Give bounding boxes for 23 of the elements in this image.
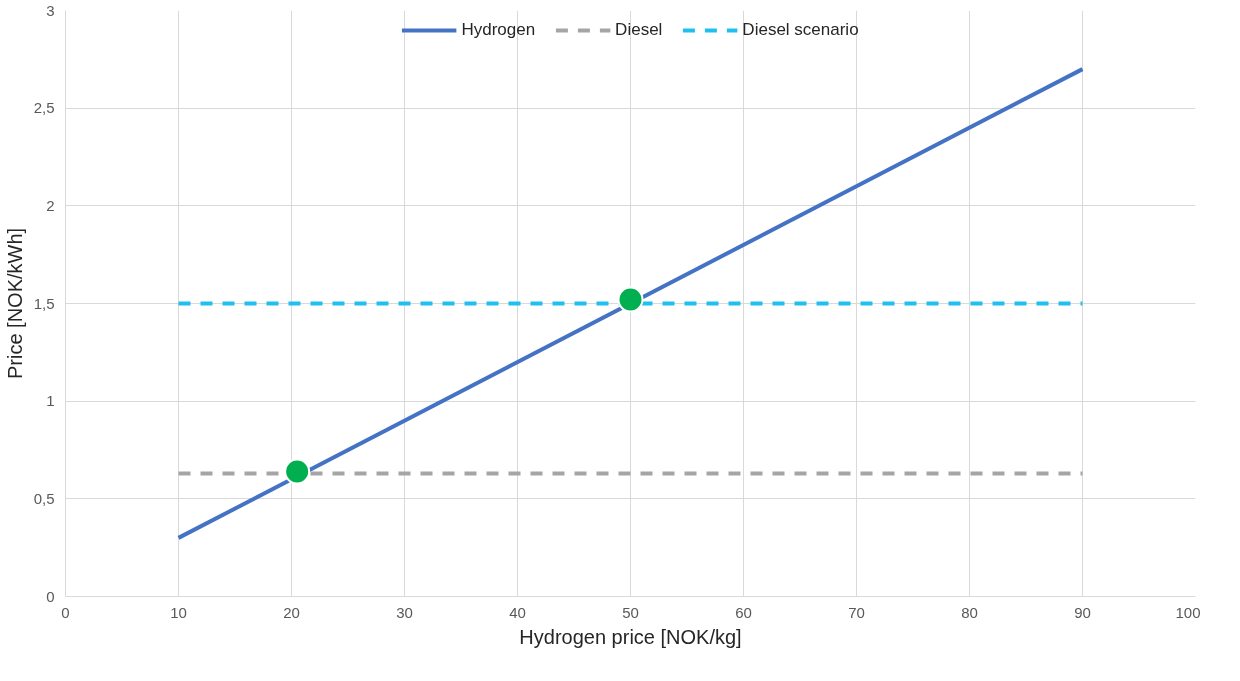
y-tick-label: 3	[46, 1, 55, 19]
y-tick-label: 1	[46, 392, 55, 410]
x-tick-label: 40	[509, 603, 526, 621]
y-tick-label: 2,5	[33, 99, 55, 117]
y-tick-label: 0,5	[33, 489, 55, 507]
legend-label: Diesel	[615, 20, 663, 40]
x-tick-label: 10	[170, 603, 187, 621]
y-axis-title: Price [NOK/kWh]	[3, 227, 26, 380]
x-axis-title: Hydrogen price [NOK/kg]	[519, 625, 742, 648]
y-tick-label: 0	[46, 587, 55, 605]
x-tick-label: 80	[961, 603, 978, 621]
x-tick-label: 60	[735, 603, 752, 621]
x-tick-label: 0	[61, 603, 70, 621]
legend-label: Hydrogen	[461, 20, 536, 40]
x-tick-label: 100	[1175, 603, 1201, 621]
x-tick-label: 20	[283, 603, 300, 621]
legend-label: Diesel scenario	[742, 20, 859, 40]
x-tick-label: 50	[622, 603, 639, 621]
x-tick-label: 30	[396, 603, 413, 621]
y-tick-label: 1,5	[33, 294, 55, 312]
x-tick-label: 70	[848, 603, 865, 621]
x-tick-label: 90	[1074, 603, 1091, 621]
y-tick-label: 2	[46, 196, 55, 214]
